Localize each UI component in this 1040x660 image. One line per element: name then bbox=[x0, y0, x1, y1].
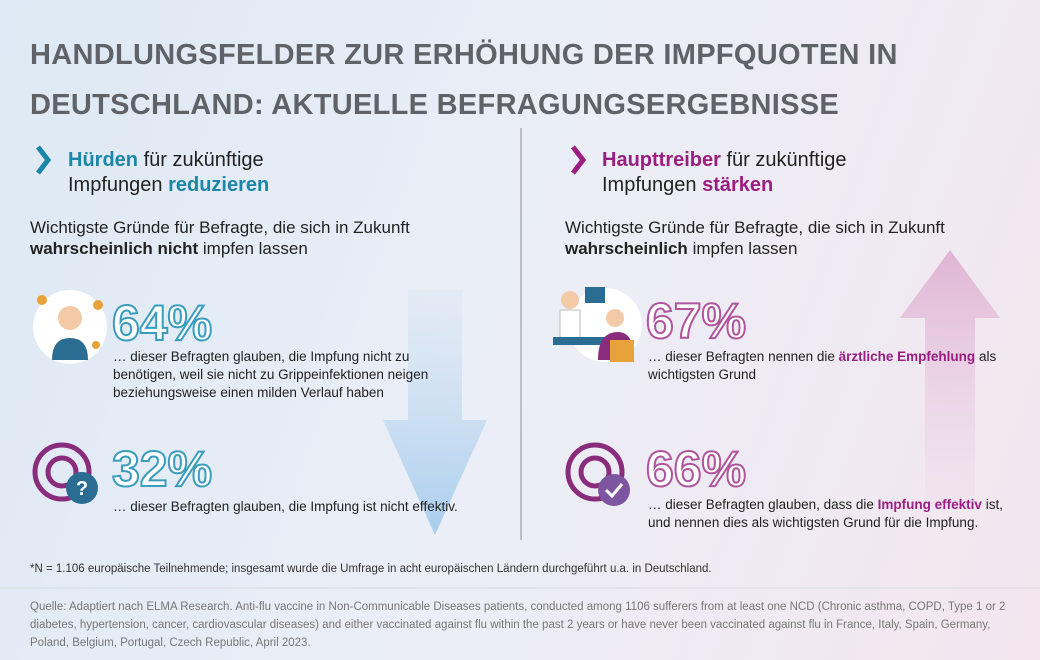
item-highlight: ärztliche Empfehlung bbox=[838, 349, 976, 364]
icon-person bbox=[33, 290, 107, 364]
up-arrow bbox=[900, 250, 1000, 510]
heading-highlight: Haupttreiber bbox=[602, 149, 721, 171]
subtitle-text: impfen lassen bbox=[202, 239, 308, 258]
heading-highlight: stärken bbox=[702, 174, 774, 196]
heading: Hürden für zukünftige Impfungen reduzier… bbox=[68, 148, 269, 198]
subtitle-text: Wichtigste Gründe für Befragte, die sich… bbox=[30, 218, 410, 237]
item-text-part: … dieser Befragten glauben, dass die bbox=[648, 497, 874, 512]
item-text-part: ist, und nennen dies als wichtigsten Gru… bbox=[648, 497, 1003, 530]
source: Quelle: Adaptiert nach ELMA Research. An… bbox=[30, 601, 1006, 649]
percent: 32% bbox=[111, 441, 213, 497]
item-text: … dieser Befragten glauben, die Impfung … bbox=[113, 349, 429, 400]
subtitle-text: Wichtigste Gründe für Befragte, die sich… bbox=[565, 218, 945, 237]
chevron bbox=[571, 145, 587, 175]
subtitle-bold: wahrscheinlich nicht bbox=[30, 239, 199, 258]
heading-text: Impfungen bbox=[602, 174, 697, 196]
item-text-part: als wichtigsten Grund bbox=[648, 349, 997, 382]
item-text-part: … dieser Befragten nennen die bbox=[648, 349, 835, 364]
heading-highlight: reduzieren bbox=[168, 174, 270, 196]
down-arrow bbox=[383, 290, 487, 535]
percent: 67% bbox=[645, 293, 747, 349]
title: HANDLUNGSFELDER ZUR ERHÖHUNG DER IMPFQUO… bbox=[30, 30, 898, 130]
heading-text: Impfungen bbox=[68, 174, 163, 196]
chevron bbox=[36, 145, 52, 175]
item-highlight: Impfung effektiv bbox=[877, 497, 982, 512]
svg-text:?: ? bbox=[76, 478, 88, 500]
title-line: DEUTSCHLAND: AKTUELLE BEFRAGUNGSERGEBNIS… bbox=[30, 89, 840, 121]
subtitle-text: impfen lassen bbox=[692, 239, 798, 258]
heading-highlight: Hürden bbox=[68, 149, 138, 171]
heading-text: für zukünftige bbox=[726, 149, 847, 171]
percent: 64% bbox=[111, 295, 213, 351]
subtitle-bold: wahrscheinlich bbox=[565, 239, 688, 258]
item-text: … dieser Befragten nennen die ärztliche … bbox=[648, 348, 1008, 384]
percent: 66% bbox=[645, 441, 747, 497]
title-line: HANDLUNGSFELDER ZUR ERHÖHUNG DER IMPFQUO… bbox=[30, 39, 898, 71]
icon-target-check bbox=[565, 442, 630, 506]
item-text: … dieser Befragten glauben, die Impfung … bbox=[113, 499, 458, 514]
icon-doctor bbox=[553, 287, 642, 362]
item-text: … dieser Befragten glauben, dass die Imp… bbox=[648, 496, 1028, 532]
heading-text: für zukünftige bbox=[143, 149, 264, 171]
subtitle: Wichtigste Gründe für Befragte, die sich… bbox=[565, 217, 945, 259]
icon-target-question: ? bbox=[32, 442, 98, 504]
heading: Haupttreiber für zukünftige Impfungen st… bbox=[602, 148, 847, 198]
subtitle: Wichtigste Gründe für Befragte, die sich… bbox=[30, 217, 410, 259]
footnote: *N = 1.106 europäische Teilnehmende; ins… bbox=[30, 563, 712, 575]
